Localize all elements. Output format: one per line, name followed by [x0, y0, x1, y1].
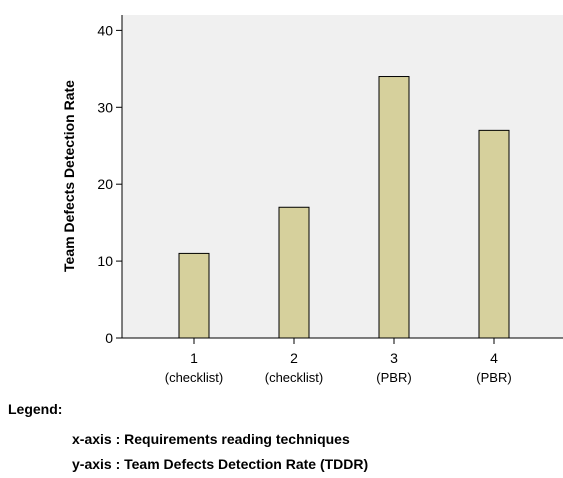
bar-2: [278, 206, 310, 339]
x-tick-label: 4: [490, 350, 498, 366]
x-tick-sublabel: (checklist): [165, 370, 224, 385]
x-tick-sublabel: (PBR): [376, 370, 411, 385]
y-tick-label: 10: [97, 253, 113, 269]
x-tick-label: 3: [390, 350, 398, 366]
x-tick-label: 1: [190, 350, 198, 366]
x-tick-sublabel: (PBR): [476, 370, 511, 385]
bar-chart: 0 10 20 30 40 1 (checklist) 2 (checklist) 3 (PBR)…: [61, 15, 563, 385]
y-tick-label: 20: [97, 176, 113, 192]
legend-x-axis: x-axis : Requirements reading techniques: [72, 431, 350, 447]
bar-1: [178, 252, 210, 339]
bar-3: [378, 76, 410, 339]
x-axis: 1 (checklist) 2 (checklist) 3 (PBR) 4 (PBR): [122, 337, 563, 385]
bars-group: [178, 76, 510, 339]
legend-title: Legend:: [8, 401, 63, 417]
y-axis: 0 10 20 30 40: [97, 15, 123, 346]
y-tick-label: 0: [105, 330, 113, 346]
y-tick-label: 30: [97, 99, 113, 115]
legend-y-axis: y-axis : Team Defects Detection Rate (TD…: [72, 456, 369, 472]
x-tick-sublabel: (checklist): [265, 370, 324, 385]
y-axis-label: Team Defects Detection Rate: [61, 80, 77, 272]
x-tick-label: 2: [290, 350, 298, 366]
y-tick-label: 40: [97, 22, 113, 38]
bar-4: [478, 129, 510, 339]
